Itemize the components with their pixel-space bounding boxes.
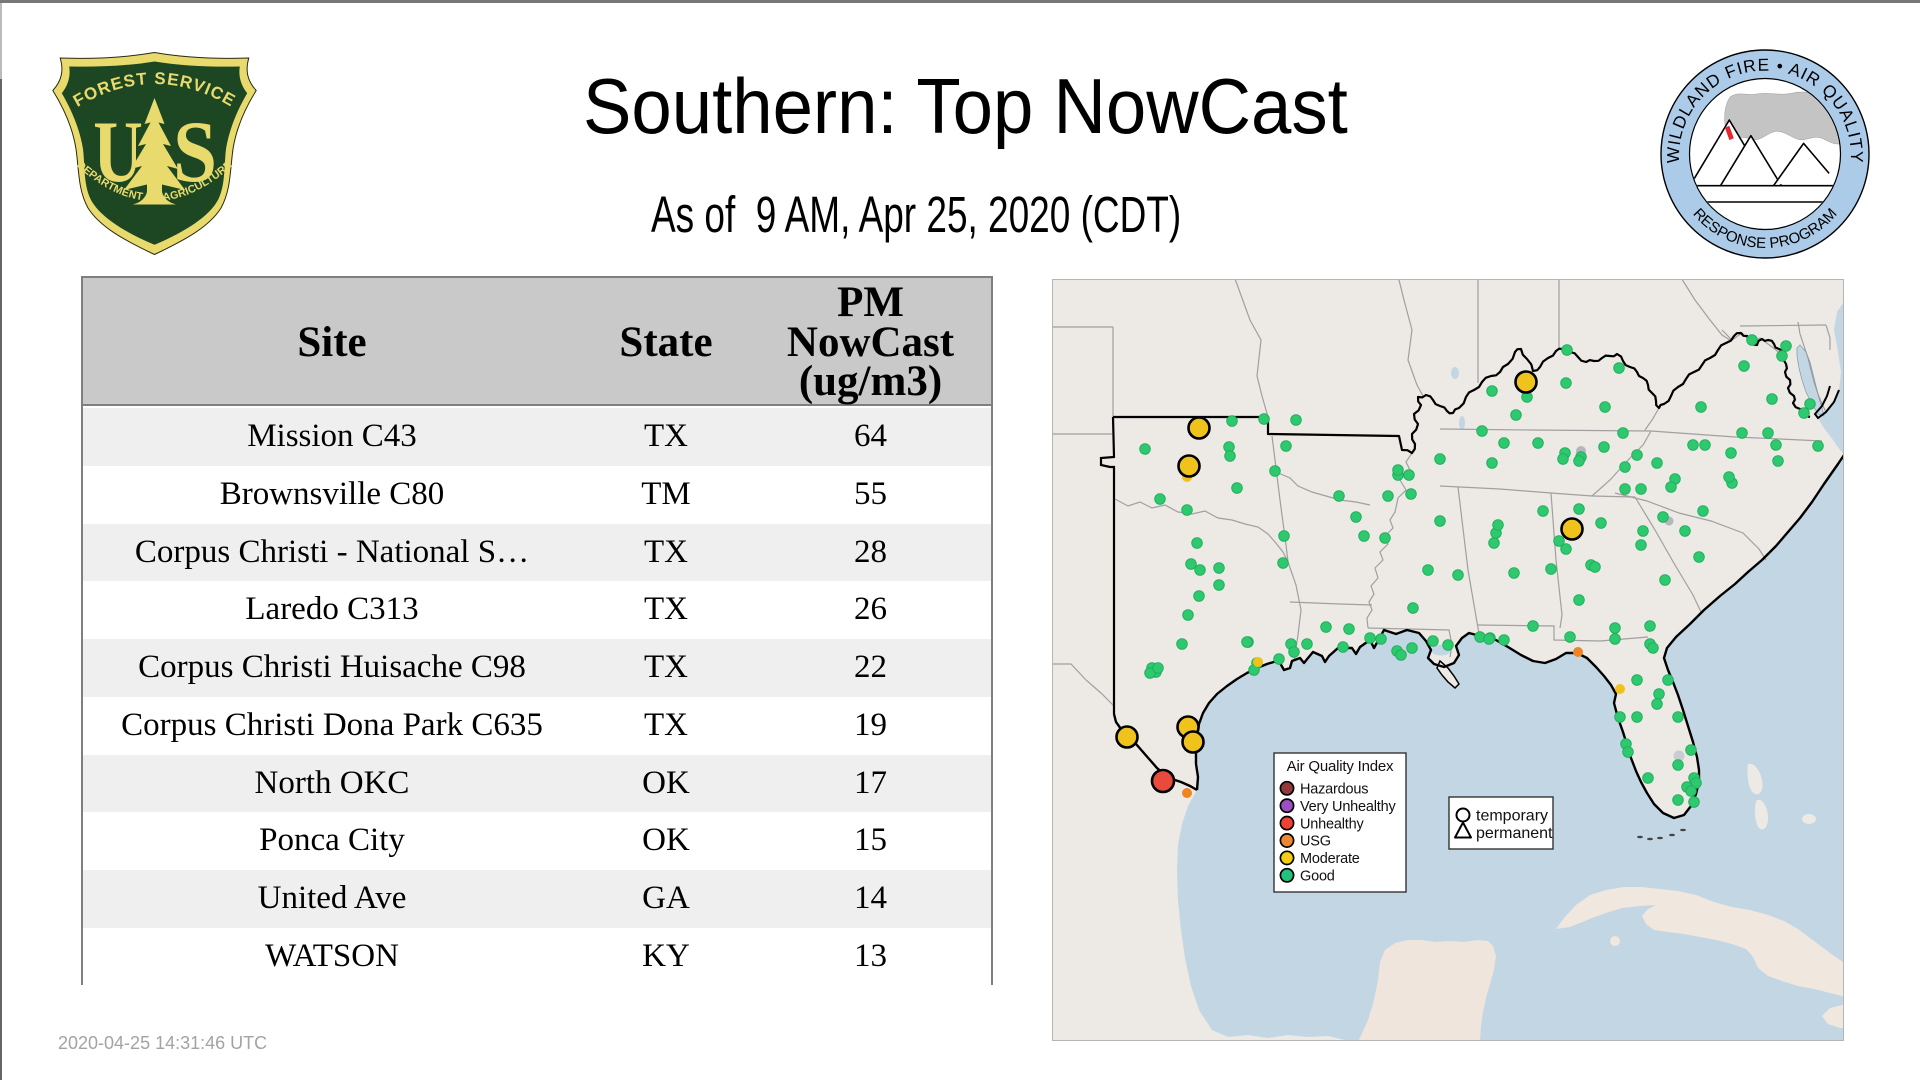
svg-text:Moderate: Moderate [1300,851,1360,867]
svg-text:Good: Good [1300,869,1335,885]
svg-text:USG: USG [1300,834,1331,850]
svg-text:permanent: permanent [1476,825,1553,842]
svg-text:temporary: temporary [1476,808,1548,825]
svg-text:Very Unhealthy: Very Unhealthy [1300,799,1396,815]
svg-text:Air Quality Index: Air Quality Index [1287,758,1394,775]
svg-text:Unhealthy: Unhealthy [1300,816,1364,832]
svg-text:Hazardous: Hazardous [1300,782,1368,798]
